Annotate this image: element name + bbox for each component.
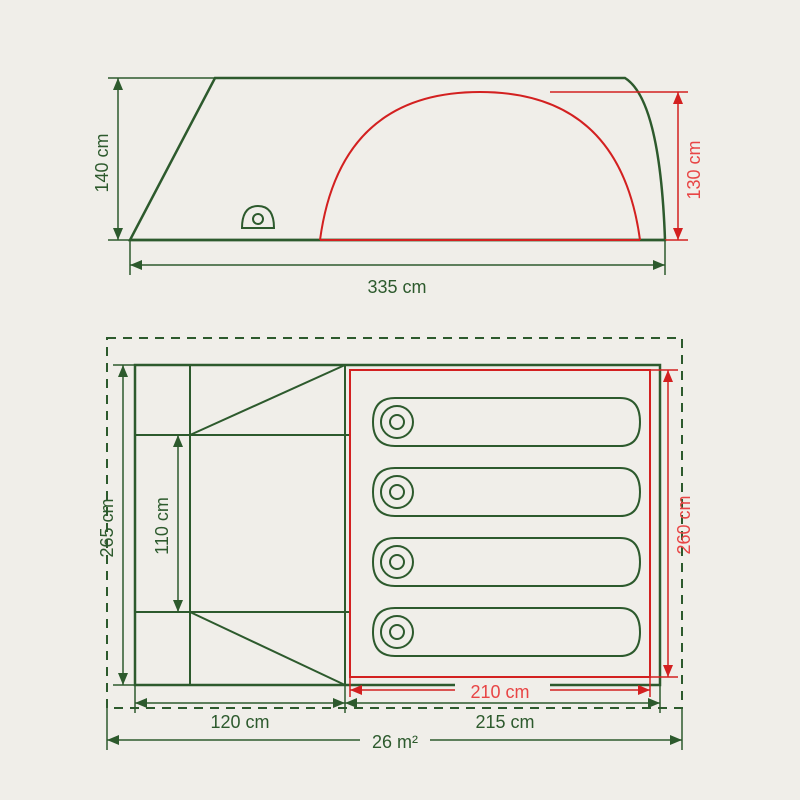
outer-tent-profile: [130, 78, 665, 240]
sleeping-bag: [373, 468, 640, 516]
inner-tent-dome: [320, 92, 640, 240]
dim-inner-width: 210 cm: [350, 677, 650, 703]
dim-floor-inner-height: 260 cm: [650, 370, 694, 677]
vent-icon: [242, 206, 274, 228]
dim-inner-width-label: 210 cm: [470, 682, 529, 702]
sleeping-bags: [373, 398, 640, 656]
dim-inner-height: 130 cm: [550, 92, 704, 240]
dim-floor-outer-height-label: 265 cm: [97, 498, 117, 557]
dim-outer-height: 140 cm: [92, 78, 215, 240]
dim-vestibule-width-label: 120 cm: [210, 712, 269, 732]
dim-width-label: 335 cm: [367, 277, 426, 297]
dim-area-label: 26 m²: [372, 732, 418, 752]
sleeping-bag: [373, 398, 640, 446]
dim-inner-height-label: 130 cm: [684, 140, 704, 199]
floor-plan-view: 265 cm 110 cm 260 cm 120 cm: [97, 338, 694, 752]
dim-door-height: 110 cm: [152, 435, 183, 612]
dim-area: 26 m²: [107, 708, 682, 752]
dim-width: 335 cm: [130, 240, 665, 297]
dim-floor-inner-height-label: 260 cm: [674, 495, 694, 554]
sleeping-bag: [373, 608, 640, 656]
side-elevation-view: 140 cm 130 cm 335 cm: [92, 78, 704, 297]
dim-sleeping-width-label: 215 cm: [475, 712, 534, 732]
dim-floor-outer-height: 265 cm: [97, 365, 135, 685]
tent-dimension-diagram: 140 cm 130 cm 335 cm: [0, 0, 800, 800]
footprint-boundary: [107, 338, 682, 708]
dim-outer-height-label: 140 cm: [92, 133, 112, 192]
dim-door-height-label: 110 cm: [152, 497, 172, 555]
sleeping-bag: [373, 538, 640, 586]
outer-tent-floor: [135, 365, 660, 685]
